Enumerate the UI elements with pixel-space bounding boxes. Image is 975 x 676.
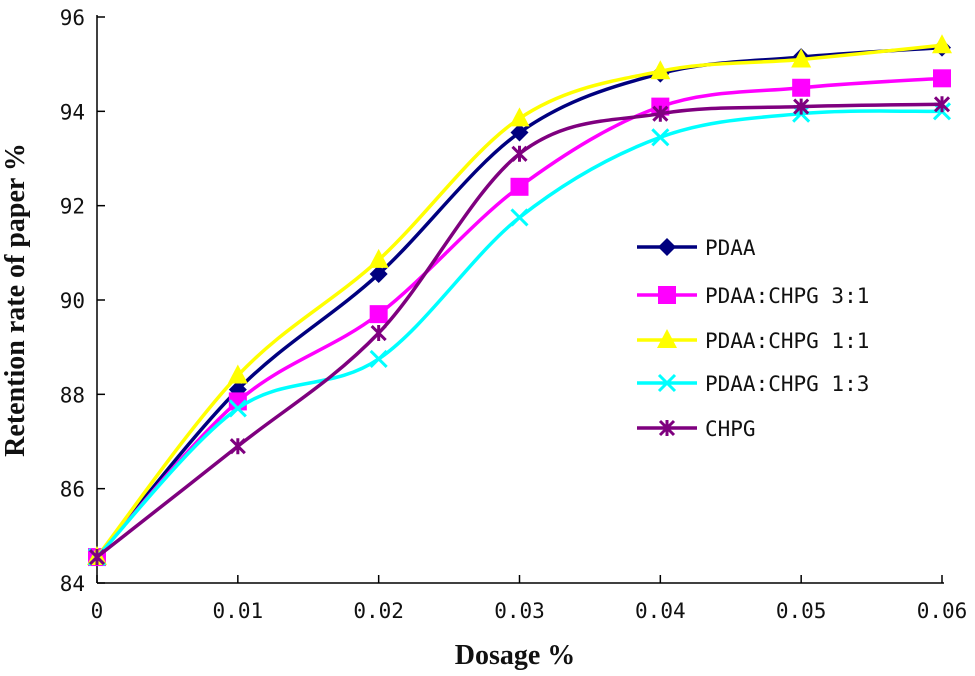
data-point (229, 438, 246, 455)
legend-marker (658, 238, 676, 256)
x-tick-label: 0 (91, 599, 104, 623)
legend-label: PDAA:CHPG 3:1 (705, 284, 869, 308)
data-point (791, 48, 812, 68)
x-tick-label: 0.02 (353, 599, 404, 623)
data-point (228, 399, 247, 418)
y-axis-title: Retention rate of paper % (0, 143, 31, 457)
legend-marker (657, 329, 677, 348)
data-point (509, 107, 530, 127)
series-pdaa-chpg-1-1 (87, 34, 952, 566)
y-tick-label: 84 (60, 572, 85, 596)
legend-label: PDAA:CHPG 1:1 (705, 329, 869, 353)
data-point (793, 98, 810, 115)
legend-marker (658, 286, 676, 304)
data-point (792, 78, 811, 97)
data-point (369, 265, 388, 284)
legend-label: PDAA (705, 236, 756, 260)
data-point (227, 364, 248, 384)
series-chpg (88, 96, 951, 566)
legend: PDAA PDAA:CHPG 3:1 PDAA:CHPG 1:1 PDAA:CHPG … (637, 236, 869, 441)
data-point (370, 324, 387, 342)
x-axis-title: Dosage % (455, 640, 576, 671)
x-tick-label: 0.05 (776, 599, 827, 623)
x-tick-label: 0.03 (494, 599, 545, 623)
data-point (932, 34, 952, 54)
data-point (369, 305, 388, 324)
y-tick-label: 86 (60, 478, 85, 502)
legend-label: PDAA:CHPG 1:3 (705, 372, 869, 396)
x-tick-label: 0.06 (917, 599, 968, 623)
x-tick-label: 0.04 (635, 599, 686, 623)
series-pdaa-chpg-3-1 (88, 69, 951, 567)
data-point (510, 123, 529, 142)
data-point (368, 248, 389, 268)
data-point (511, 145, 528, 162)
data-point (933, 69, 951, 88)
y-tick-label: 94 (60, 100, 85, 124)
data-point (510, 177, 529, 196)
data-point (369, 349, 388, 369)
data-point (933, 96, 951, 113)
legend-marker (658, 419, 676, 437)
data-point (651, 128, 670, 147)
y-tick-label: 88 (60, 383, 85, 407)
y-tick-label: 92 (60, 195, 85, 219)
data-point (510, 208, 529, 227)
series-line (95, 43, 943, 559)
y-tick-label: 96 (60, 6, 85, 30)
data-point (652, 105, 669, 122)
legend-marker (657, 373, 677, 393)
series-group (87, 34, 952, 567)
y-tick-label: 90 (60, 289, 85, 313)
data-point (650, 60, 671, 80)
legend-label: CHPG (705, 417, 756, 441)
axes: 84 86 88 90 92 94 96 0 0.01 0.02 0.03 0.04 0.05 0.06 (60, 6, 968, 623)
data-point (88, 548, 106, 566)
x-tick-label: 0.01 (213, 599, 264, 623)
